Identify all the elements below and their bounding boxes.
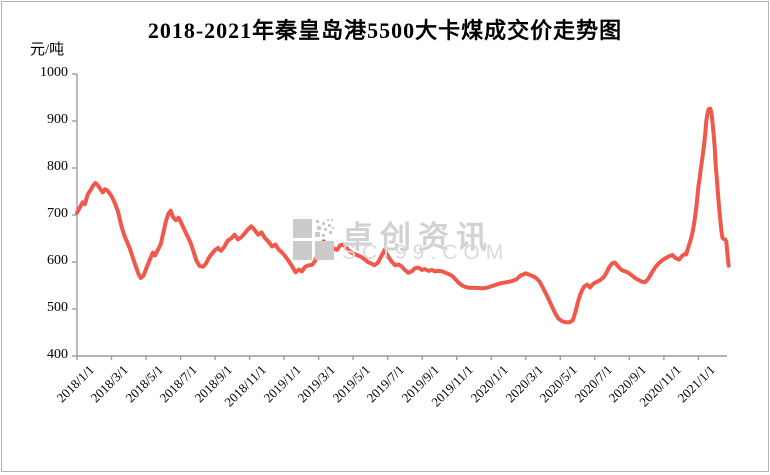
axes <box>76 74 727 357</box>
y-axis-tick-label: 500 <box>47 300 68 315</box>
y-axis-tick-label: 400 <box>47 347 68 362</box>
y-axis-tick-label: 700 <box>47 206 68 221</box>
y-axis-tick-label: 1000 <box>40 65 68 80</box>
y-axis-tick-label: 900 <box>47 112 68 127</box>
y-axis-tick-label: 600 <box>47 253 68 268</box>
y-axis-tick-label: 800 <box>47 159 68 174</box>
price-line <box>75 106 731 325</box>
y-axis-unit-label: 元/吨 <box>30 42 65 58</box>
chart-title: 2018-2021年秦皇岛港5500大卡煤成交价走势图 <box>147 18 623 43</box>
